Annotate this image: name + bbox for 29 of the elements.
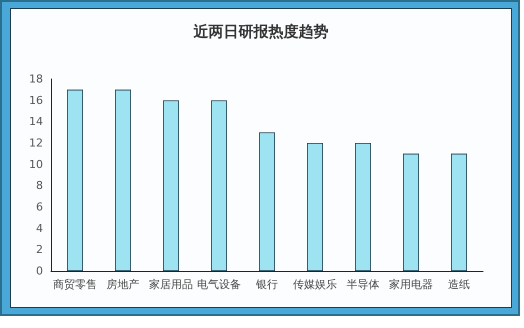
y-tick-label: 6	[36, 200, 43, 214]
y-tick-label: 18	[29, 72, 43, 86]
bar	[211, 100, 227, 271]
x-tick-label: 房地产	[106, 278, 140, 291]
bar	[403, 154, 419, 271]
bar	[355, 143, 371, 271]
chart-title: 近两日研报热度趋势	[192, 22, 328, 40]
y-tick-label: 2	[36, 243, 43, 256]
x-tick-label: 造纸	[448, 278, 470, 291]
x-tick-label: 传媒娱乐	[293, 278, 337, 291]
y-tick-label: 16	[29, 94, 43, 107]
bar	[307, 143, 323, 271]
x-tick-label: 商贸零售	[53, 278, 97, 291]
x-tick-label: 家用电器	[389, 278, 433, 291]
y-tick-label: 14	[29, 115, 43, 128]
y-tick-label: 8	[36, 179, 43, 192]
bar	[67, 90, 83, 271]
x-tick-label: 电气设备	[197, 278, 241, 291]
y-tick-label: 12	[29, 136, 43, 150]
x-tick-label: 家居用品	[149, 278, 193, 291]
y-tick-label: 10	[29, 158, 43, 171]
x-tick-label: 半导体	[346, 278, 380, 291]
bar	[451, 154, 467, 271]
x-tick-label: 银行	[255, 278, 278, 291]
bar	[163, 100, 179, 271]
y-tick-label: 4	[36, 222, 43, 235]
y-tick-label: 0	[36, 264, 43, 278]
bar	[115, 90, 131, 271]
bar	[259, 132, 275, 271]
